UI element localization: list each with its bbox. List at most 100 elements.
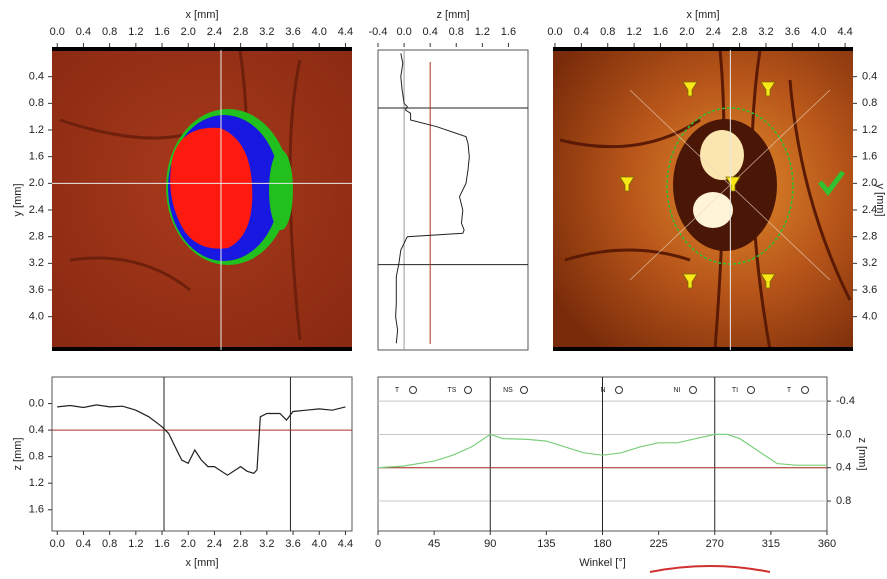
x-tick-label: 0.8 — [102, 26, 117, 38]
x-tick-label: 45 — [428, 538, 440, 550]
y-tick-label: 1.2 — [862, 124, 877, 136]
x-tick-label: 1.6 — [501, 26, 516, 38]
x-tick-label: 4.0 — [312, 538, 327, 550]
x-tick-label: -0.4 — [369, 26, 388, 38]
x-tick-label: 1.2 — [626, 26, 641, 38]
x-tick-label: 3.6 — [285, 538, 300, 550]
sector-label: NI — [674, 387, 681, 394]
x-tick-label: 0.0 — [547, 26, 562, 38]
y-axis-label: y [mm] — [12, 184, 24, 217]
x-tick-label: 3.2 — [259, 538, 274, 550]
y-tick-label: 1.2 — [29, 477, 44, 489]
x-tick-label: 0.4 — [76, 538, 91, 550]
x-tick-label: 4.4 — [338, 26, 353, 38]
x-tick-label: 0.0 — [396, 26, 411, 38]
y-tick-label: 2.4 — [29, 204, 44, 216]
y-tick-label: 1.6 — [29, 151, 44, 163]
x-axis-label: z [mm] — [437, 9, 470, 21]
y-tick-label: 0.8 — [29, 451, 44, 463]
y-tick-label: 2.8 — [29, 231, 44, 243]
sector-label: T — [395, 387, 400, 394]
topography-image — [52, 47, 352, 351]
x-tick-label: 3.2 — [758, 26, 773, 38]
x-tick-label: 4.4 — [338, 538, 353, 550]
x-tick-label: 4.0 — [811, 26, 826, 38]
y-tick-label: 1.6 — [862, 151, 877, 163]
x-tick-label: 1.6 — [154, 26, 169, 38]
x-tick-label: 2.4 — [207, 26, 222, 38]
x-tick-label: 1.2 — [475, 26, 490, 38]
x-tick-label: 0.8 — [449, 26, 464, 38]
y-tick-label: 3.6 — [862, 284, 877, 296]
y-tick-label: 1.2 — [29, 124, 44, 136]
y-tick-label: 1.6 — [29, 504, 44, 516]
x-tick-label: 2.8 — [732, 26, 747, 38]
plot-frame — [52, 377, 352, 531]
x-tick-label: 225 — [649, 538, 667, 550]
y-tick-label: 2.0 — [29, 177, 44, 189]
y-tick-label: 4.0 — [862, 311, 877, 323]
y-axis-label: z [mm] — [12, 438, 24, 471]
x-tick-label: 1.2 — [128, 26, 143, 38]
y-tick-label: 4.0 — [29, 311, 44, 323]
x-tick-label: 2.0 — [679, 26, 694, 38]
y-tick-label: 3.2 — [29, 257, 44, 269]
x-tick-label: 4.0 — [312, 26, 327, 38]
sector-label: TI — [732, 387, 738, 394]
x-tick-label: 315 — [762, 538, 780, 550]
x-tick-label: 2.0 — [181, 26, 196, 38]
x-tick-label: 3.6 — [285, 26, 300, 38]
y-tick-label: 0.8 — [862, 97, 877, 109]
sector-label: T — [787, 387, 792, 394]
x-tick-label: 0 — [375, 538, 381, 550]
x-tick-label: 3.2 — [259, 26, 274, 38]
page: 0.0 0.4 0.8 1.2 1.6 2.0 2.4 2.8 3.2 3.6 4.0 4.4 x [m… — [0, 0, 887, 579]
screen: 0.0 0.4 0.8 1.2 1.6 2.0 2.4 2.8 3.2 3.6 4.0 4.4 x [m… — [0, 0, 887, 574]
x-tick-label: 2.4 — [706, 26, 721, 38]
x-tick-label: 0.8 — [600, 26, 615, 38]
x-tick-label: 1.6 — [154, 538, 169, 550]
x-tick-label: 180 — [593, 538, 611, 550]
x-tick-label: 0.4 — [76, 26, 91, 38]
y-axis-label: y [mm] — [874, 184, 886, 217]
x-tick-label: 3.6 — [785, 26, 800, 38]
y-tick-label: 3.2 — [862, 257, 877, 269]
x-tick-label: 0.0 — [50, 26, 65, 38]
y-axis-label: z [mm] — [856, 438, 868, 471]
decoration — [650, 566, 770, 572]
y-tick-label: 0.4 — [862, 71, 877, 83]
x-tick-label: 0.4 — [423, 26, 438, 38]
x-tick-label: 0.8 — [102, 538, 117, 550]
y-tick-label: 2.8 — [862, 231, 877, 243]
fundus-image — [553, 47, 853, 351]
y-tick-label: 0.8 — [29, 97, 44, 109]
x-axis-label: x [mm] — [186, 557, 219, 569]
x-tick-label: 90 — [484, 538, 496, 550]
plot-frame — [378, 50, 528, 350]
y-tick-label: 0.4 — [29, 71, 44, 83]
x-tick-label: 270 — [706, 538, 724, 550]
y-tick-label: 0.4 — [29, 424, 44, 436]
x-tick-label: 4.4 — [837, 26, 852, 38]
x-tick-label: 2.4 — [207, 538, 222, 550]
x-axis-label: x [mm] — [687, 9, 720, 21]
y-tick-label: 3.6 — [29, 284, 44, 296]
y-tick-label: 0.8 — [836, 495, 851, 507]
x-axis-label: Winkel [°] — [579, 557, 626, 569]
x-tick-label: 135 — [537, 538, 555, 550]
y-tick-label: -0.4 — [836, 395, 855, 407]
x-tick-label: 360 — [818, 538, 836, 550]
y-tick-label: 0.4 — [836, 462, 851, 474]
x-axis-label: x [mm] — [186, 9, 219, 21]
sector-label: NS — [503, 387, 513, 394]
x-tick-label: 0.4 — [574, 26, 589, 38]
x-tick-label: 1.2 — [128, 538, 143, 550]
x-tick-label: 2.8 — [233, 538, 248, 550]
x-tick-label: 1.6 — [653, 26, 668, 38]
y-tick-label: 0.0 — [29, 397, 44, 409]
x-tick-label: 0.0 — [50, 538, 65, 550]
y-tick-label: 0.0 — [836, 428, 851, 440]
sector-label: TS — [448, 387, 457, 394]
x-tick-label: 2.0 — [181, 538, 196, 550]
x-tick-label: 2.8 — [233, 26, 248, 38]
